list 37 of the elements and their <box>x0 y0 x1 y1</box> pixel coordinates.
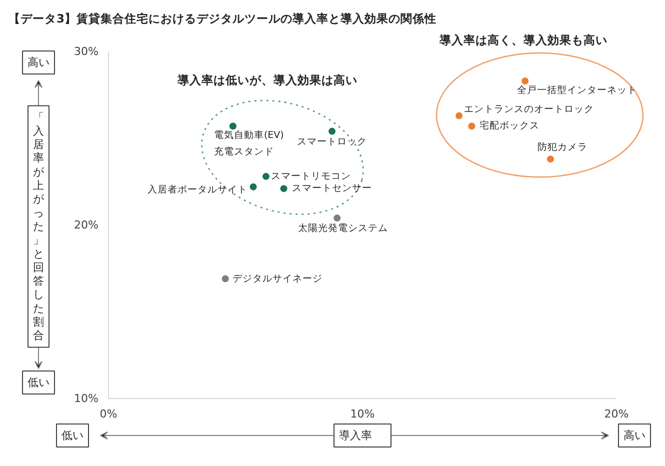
series-label: エントランスのオートロック <box>464 104 594 116</box>
point <box>280 185 288 192</box>
y-tick-label: 10% <box>74 392 99 405</box>
point <box>522 78 529 84</box>
text: 低い <box>28 376 50 389</box>
point <box>229 122 236 130</box>
point <box>468 122 476 130</box>
x-axis-title: 導入率 <box>339 429 372 442</box>
text: 高い <box>28 56 50 69</box>
point <box>262 172 270 180</box>
x-tick-label: 20% <box>604 408 629 420</box>
series-label: デジタルサイネージ <box>232 273 322 284</box>
point <box>328 128 336 135</box>
text: 高い <box>624 429 646 442</box>
point <box>222 275 229 282</box>
text: 低い <box>62 429 84 442</box>
x-tick-label: 10% <box>350 408 375 420</box>
series-label: 太陽光発電システム <box>298 222 388 234</box>
point <box>334 214 341 222</box>
series-label: スマートセンサー <box>292 183 372 194</box>
series-label: スマートロック <box>297 136 368 148</box>
x-tick-label: 0% <box>100 408 118 420</box>
annotation: 導入率は低いが、導入効果は高い <box>176 73 358 88</box>
y-tick-label: 20% <box>74 218 99 232</box>
point <box>546 156 554 163</box>
point <box>250 183 257 190</box>
series-label: 電気自動車(EV) 充電スタンド <box>214 129 284 158</box>
text: 導入率は高く、導入効果も高い <box>438 32 608 47</box>
series-label: スマートリモコン <box>270 170 351 182</box>
point <box>456 112 463 120</box>
series-label: 防犯カメラ <box>537 141 588 154</box>
series-label: 宅配ボックス <box>480 120 540 132</box>
chart-title: 【データ3】賃貸集合住宅におけるデジタルツールの導入率と導入効果の関係性 <box>8 12 437 26</box>
text: 「入居率が上がった」と回答した割合 <box>33 110 44 342</box>
series-label: 全戸一括型インターネット <box>517 84 638 96</box>
series-label: 入居者ポータルサイト <box>147 183 248 196</box>
y-tick-label: 30% <box>74 45 99 58</box>
